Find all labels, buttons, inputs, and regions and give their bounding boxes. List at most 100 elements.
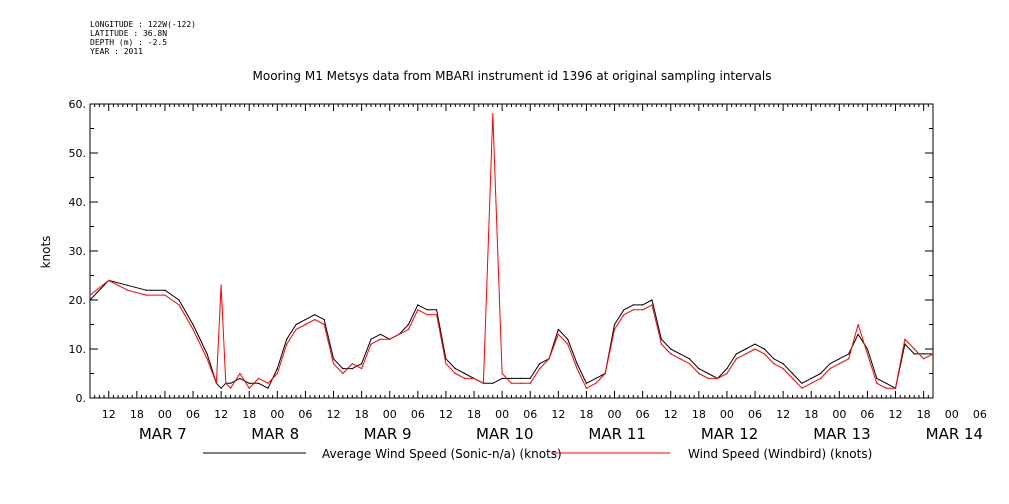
data-point bbox=[642, 309, 644, 311]
data-point bbox=[885, 382, 887, 384]
data-point bbox=[745, 348, 747, 350]
data-point bbox=[773, 363, 775, 365]
data-point bbox=[164, 294, 166, 296]
data-point bbox=[286, 343, 288, 345]
data-point bbox=[857, 333, 859, 335]
data-point bbox=[258, 377, 260, 379]
data-point bbox=[164, 289, 166, 291]
x-tick-label: 12 bbox=[776, 408, 790, 421]
data-point bbox=[351, 363, 353, 365]
data-point bbox=[557, 333, 559, 335]
x-date-label: MAR 14 bbox=[926, 425, 983, 443]
x-tick-label: 06 bbox=[748, 408, 762, 421]
legend-label: Average Wind Speed (Sonic-n/a) (knots) bbox=[322, 447, 562, 461]
data-point bbox=[426, 314, 428, 316]
data-point bbox=[332, 358, 335, 360]
data-point bbox=[857, 323, 859, 326]
data-point bbox=[876, 382, 878, 384]
data-point bbox=[389, 338, 391, 340]
x-tick-label: 06 bbox=[860, 408, 874, 421]
data-point bbox=[379, 338, 381, 340]
data-point bbox=[660, 343, 662, 345]
data-point bbox=[548, 358, 550, 360]
x-tick-label: 00 bbox=[720, 408, 734, 421]
data-point bbox=[801, 382, 803, 384]
y-tick-label: 30. bbox=[69, 245, 87, 258]
data-point bbox=[670, 353, 672, 355]
data-point bbox=[735, 358, 737, 360]
data-point bbox=[89, 294, 91, 296]
data-point bbox=[192, 323, 194, 326]
data-point bbox=[464, 372, 466, 375]
legend-label: Wind Speed (Windbird) (knots) bbox=[688, 447, 872, 461]
data-point bbox=[866, 348, 869, 350]
data-point bbox=[567, 343, 569, 345]
data-point bbox=[220, 387, 222, 389]
x-tick-label: 18 bbox=[692, 408, 706, 421]
y-tick-label: 50. bbox=[69, 147, 87, 160]
data-point bbox=[510, 382, 513, 384]
x-date-label: MAR 13 bbox=[813, 425, 870, 443]
data-point bbox=[529, 382, 531, 384]
x-tick-label: 00 bbox=[495, 408, 509, 421]
data-point bbox=[314, 314, 316, 316]
x-date-label: MAR 8 bbox=[251, 425, 299, 443]
x-tick-label: 18 bbox=[917, 408, 931, 421]
data-point bbox=[108, 279, 110, 281]
data-point bbox=[379, 333, 381, 335]
x-tick-label: 00 bbox=[608, 408, 622, 421]
data-point bbox=[295, 328, 297, 330]
data-point bbox=[848, 353, 850, 355]
data-point bbox=[520, 382, 522, 384]
data-point bbox=[567, 338, 569, 340]
data-point bbox=[286, 338, 288, 340]
x-tick-label: 12 bbox=[439, 408, 453, 421]
data-point bbox=[791, 377, 794, 379]
data-point bbox=[370, 343, 372, 345]
data-point bbox=[688, 358, 691, 360]
data-point bbox=[510, 377, 513, 379]
data-point bbox=[763, 348, 766, 350]
data-point bbox=[229, 382, 232, 384]
x-tick-label: 18 bbox=[242, 408, 256, 421]
data-point bbox=[267, 382, 269, 384]
data-point bbox=[754, 343, 756, 345]
depth-label: DEPTH (m) : -2.5 bbox=[90, 38, 168, 47]
data-point bbox=[520, 377, 522, 379]
data-point bbox=[304, 319, 307, 321]
data-point bbox=[229, 387, 232, 389]
data-point bbox=[539, 368, 541, 370]
data-point bbox=[651, 304, 653, 306]
data-point bbox=[225, 382, 227, 384]
y-tick-label: 0. bbox=[76, 392, 87, 405]
data-point bbox=[698, 372, 700, 375]
data-point bbox=[178, 299, 180, 301]
x-tick-label: 12 bbox=[551, 408, 565, 421]
x-date-label: MAR 10 bbox=[476, 425, 533, 443]
x-tick-label: 12 bbox=[664, 408, 678, 421]
x-tick-label: 18 bbox=[355, 408, 369, 421]
data-point bbox=[435, 314, 438, 316]
series-layer bbox=[89, 113, 934, 389]
x-tick-label: 12 bbox=[327, 408, 341, 421]
data-point bbox=[923, 353, 925, 355]
data-point bbox=[782, 363, 784, 365]
data-point bbox=[885, 387, 887, 389]
longitude-label: LONGITUDE : 122W(-122) bbox=[90, 20, 196, 29]
data-point bbox=[829, 363, 831, 365]
data-point bbox=[735, 353, 737, 355]
data-point bbox=[679, 353, 681, 355]
data-point bbox=[623, 314, 625, 316]
data-point bbox=[361, 368, 363, 370]
data-point bbox=[342, 368, 344, 370]
y-tick-label: 10. bbox=[69, 343, 87, 356]
x-tick-label: 18 bbox=[804, 408, 818, 421]
x-tick-label: 18 bbox=[579, 408, 593, 421]
x-date-label: MAR 9 bbox=[364, 425, 412, 443]
data-point bbox=[314, 319, 316, 321]
data-point bbox=[454, 372, 456, 375]
data-point bbox=[876, 377, 878, 379]
data-point bbox=[726, 368, 728, 370]
x-tick-label: 12 bbox=[102, 408, 116, 421]
